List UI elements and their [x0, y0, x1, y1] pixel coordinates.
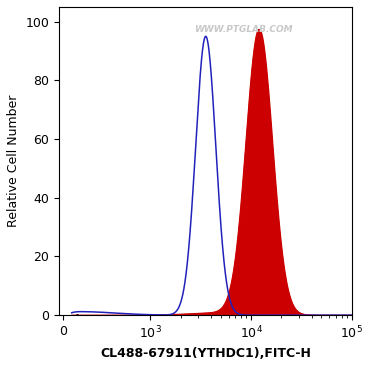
Text: WWW.PTGLAB.COM: WWW.PTGLAB.COM — [194, 25, 293, 34]
X-axis label: CL488-67911(YTHDC1),FITC-H: CL488-67911(YTHDC1),FITC-H — [100, 347, 311, 360]
Y-axis label: Relative Cell Number: Relative Cell Number — [7, 95, 20, 227]
